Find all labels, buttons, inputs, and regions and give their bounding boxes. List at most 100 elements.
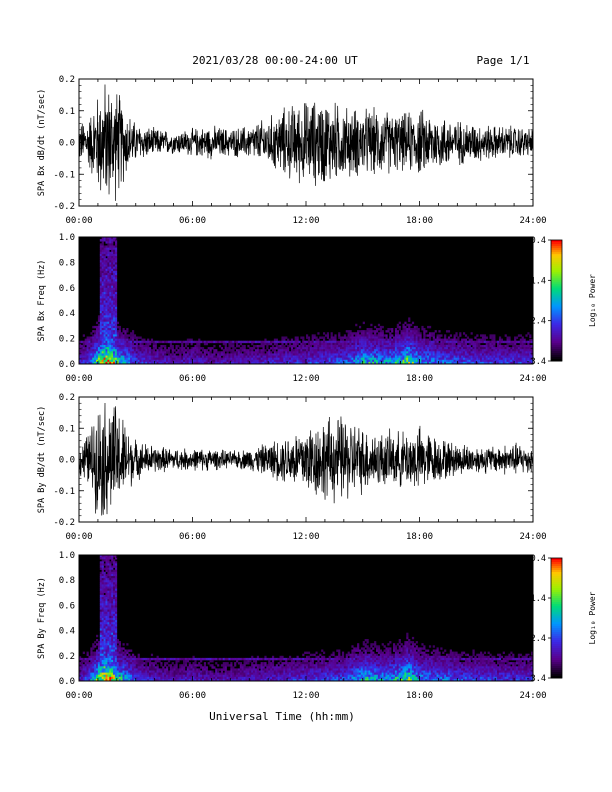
spectrogram-cell xyxy=(338,353,341,356)
spectrogram-cell xyxy=(179,361,182,365)
spectrogram-cell xyxy=(101,272,104,276)
spectrogram-cell xyxy=(468,344,471,348)
spectrogram-cell xyxy=(96,657,99,661)
spectrogram-cell xyxy=(366,349,369,352)
y-tick-label: 0.1 xyxy=(59,107,75,117)
colorbar-segment xyxy=(551,250,562,253)
spectrogram-cell xyxy=(264,357,267,361)
spectrogram-cell xyxy=(224,347,227,350)
spectrogram-cell xyxy=(201,357,205,361)
colorbar-segment xyxy=(551,354,562,358)
spectrogram-cell xyxy=(114,294,118,297)
spectrogram-cell xyxy=(113,289,116,293)
spectrogram-cell xyxy=(251,349,254,352)
spectrogram-cell xyxy=(96,672,99,675)
spectrogram-cell xyxy=(109,270,112,274)
spectrogram-cell xyxy=(402,353,405,356)
spectrogram-cell xyxy=(368,349,371,352)
spectrogram-cell xyxy=(103,270,106,274)
spectrogram-cell xyxy=(114,630,118,633)
spectrogram-cell xyxy=(97,653,101,657)
spectrogram-cell xyxy=(489,340,492,344)
spectrogram-cell xyxy=(307,349,311,352)
spectrogram-cell xyxy=(154,357,157,361)
spectrogram-cell xyxy=(277,347,280,350)
spectrogram-cell xyxy=(445,355,449,358)
spectrogram-cell xyxy=(107,304,110,308)
spectrogram-cell xyxy=(103,664,106,667)
spectrogram-cell xyxy=(459,342,462,346)
spectrogram-cell xyxy=(408,336,411,339)
spectrogram-cell xyxy=(362,357,365,361)
spectrogram-cell xyxy=(171,361,174,365)
spectrogram-cell xyxy=(105,328,108,331)
spectrogram-cell xyxy=(266,344,269,348)
spectrogram-cell xyxy=(82,674,85,678)
spectrogram-cell xyxy=(88,355,91,358)
spectrogram-cell xyxy=(370,357,373,361)
spectrogram-cell xyxy=(444,359,447,363)
spectrogram-cell xyxy=(107,292,110,295)
spectrogram-cell xyxy=(194,347,197,350)
spectrogram-cell xyxy=(147,668,150,671)
spectrogram-cell xyxy=(281,351,284,354)
spectrogram-cell xyxy=(109,676,112,680)
spectrogram-cell xyxy=(192,353,195,356)
spectrogram-cell xyxy=(145,657,148,661)
spectrogram-cell xyxy=(107,588,110,591)
spectrogram-cell xyxy=(279,344,282,348)
spectrogram-cell xyxy=(249,355,252,358)
spectrogram-cell xyxy=(145,342,148,346)
spectrogram-cell xyxy=(194,359,197,363)
spectrogram-cell xyxy=(406,336,409,339)
spectrogram-cell xyxy=(171,672,174,675)
spectrogram-cell xyxy=(99,655,102,659)
spectrogram-cell xyxy=(428,338,432,342)
spectrogram-cell xyxy=(120,334,123,337)
spectrogram-cell xyxy=(101,657,104,661)
spectrogram-cell xyxy=(406,353,409,356)
spectrogram-cell xyxy=(201,349,205,352)
spectrogram-cell xyxy=(523,349,526,352)
spectrogram-cell xyxy=(158,340,161,344)
spectrogram-cell xyxy=(343,351,347,354)
spectrogram-cell xyxy=(88,666,91,669)
spectrogram-cell xyxy=(109,630,112,633)
spectrogram-cell xyxy=(118,678,121,682)
spectrogram-cell xyxy=(394,342,398,346)
spectrogram-cell xyxy=(408,347,411,350)
spectrogram-cell xyxy=(105,643,108,646)
spectrogram-cell xyxy=(340,361,343,365)
spectrogram-cell xyxy=(445,349,449,352)
spectrogram-cell xyxy=(228,361,231,365)
spectrogram-cell xyxy=(111,674,114,678)
spectrogram-cell xyxy=(103,264,106,267)
spectrogram-cell xyxy=(128,664,131,667)
spectrogram-cell xyxy=(109,580,112,583)
colorbar-segment xyxy=(551,274,562,277)
spectrogram-cell xyxy=(213,344,216,348)
spectrogram-cell xyxy=(107,561,110,564)
spectrogram-cell xyxy=(150,357,154,361)
spectrogram-cell xyxy=(114,618,118,621)
spectrogram-cell xyxy=(137,655,140,659)
spectrogram-cell xyxy=(196,672,199,675)
spectrogram-cell xyxy=(130,349,133,352)
spectrogram-cell xyxy=(113,275,116,278)
spectrogram-cell xyxy=(124,672,127,675)
spectrogram-cell xyxy=(90,359,93,363)
spectrogram-cell xyxy=(525,349,528,352)
spectrogram-cell xyxy=(137,666,140,669)
spectrogram-cell xyxy=(113,666,116,669)
spectrogram-cell xyxy=(130,357,133,361)
spectrogram-cell xyxy=(107,666,110,669)
spectrogram-cell xyxy=(116,325,120,329)
spectrogram-cell xyxy=(294,351,297,354)
spectrogram-cell xyxy=(353,342,356,346)
spectrogram-cell xyxy=(111,353,114,356)
spectrogram-cell xyxy=(304,340,307,344)
spectrogram-cell xyxy=(101,576,104,579)
spectrogram-cell xyxy=(294,344,297,348)
spectrogram-cell xyxy=(444,349,447,352)
